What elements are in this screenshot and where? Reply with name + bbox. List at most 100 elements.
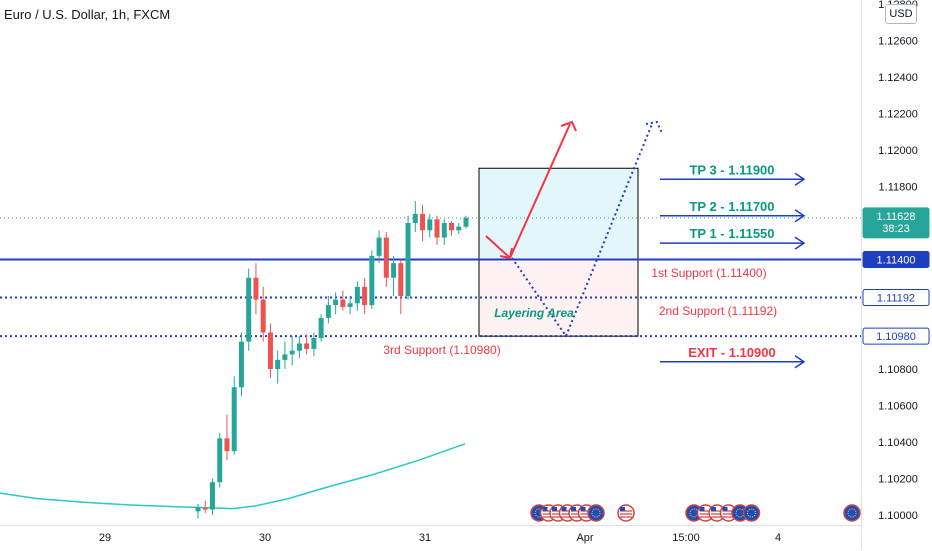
candle-body <box>391 263 397 278</box>
candle-body <box>282 354 288 360</box>
candle-body <box>224 438 230 452</box>
candle-body <box>238 341 244 388</box>
target-arrow-head <box>794 236 806 250</box>
candle-body <box>217 438 223 483</box>
candle-body <box>209 482 215 510</box>
price-tick-label: 1.12400 <box>878 72 918 84</box>
level-badge[interactable] <box>862 251 930 268</box>
price-tick-label: 1.11800 <box>879 182 918 194</box>
candle-body <box>434 219 440 238</box>
price-tick-label: 1.10200 <box>878 474 918 486</box>
time-tick-label: Apr <box>576 532 593 544</box>
candle-body <box>405 223 411 296</box>
eu-flag-icon[interactable] <box>843 504 861 522</box>
level-badge-text: 1.10980 <box>876 331 916 343</box>
us-flag-icon-canton <box>542 507 548 511</box>
eu-flag-icon-stars <box>591 508 601 518</box>
candle-body <box>325 305 331 318</box>
target-label: TP 3 - 1.11900 <box>689 162 774 177</box>
eu-flag-icon[interactable] <box>742 504 761 522</box>
price-tick-label: 1.10000 <box>878 510 918 522</box>
us-flag-icon-canton <box>699 507 705 511</box>
candle-body <box>347 303 353 307</box>
candle-body <box>412 213 418 223</box>
candle-body <box>383 237 389 278</box>
price-tick-label: 1.10600 <box>878 401 918 413</box>
candle-body <box>318 317 324 338</box>
moving-average-line <box>0 443 466 510</box>
time-tick-label: 15:00 <box>672 532 700 544</box>
symbol-title: Euro / U.S. Dollar, 1h, FXCM <box>4 7 171 22</box>
time-tick-label: 31 <box>419 532 431 544</box>
level-badge-text: 1.11400 <box>877 255 916 267</box>
us-flag-icon-canton <box>620 507 625 511</box>
price-axis[interactable] <box>861 0 932 550</box>
us-flag-icon-canton <box>722 507 728 511</box>
time-tick-label: 4 <box>775 532 781 544</box>
target-arrow-head <box>794 172 806 186</box>
candle-body <box>449 223 455 231</box>
level-badge[interactable] <box>862 288 930 306</box>
candle-body <box>354 286 360 304</box>
projection-arrow-head <box>499 247 513 260</box>
time-tick-label: 30 <box>259 532 271 544</box>
currency-button[interactable]: USD <box>885 4 917 24</box>
candle-body <box>289 350 295 355</box>
zone-box[interactable] <box>478 167 639 337</box>
price-tick-label: 1.12600 <box>878 36 918 48</box>
time-axis[interactable] <box>0 525 861 551</box>
candle-body <box>275 359 281 369</box>
price-tick-label: 1.10800 <box>878 364 918 376</box>
eu-flag-icon-stars <box>747 508 756 518</box>
zone-label: Layering Area <box>494 306 574 320</box>
candle-body <box>441 223 447 238</box>
level-badge[interactable] <box>862 327 930 345</box>
price-tick-label: 1.10400 <box>878 437 918 449</box>
candle-body <box>456 226 462 231</box>
candle-body <box>463 217 469 227</box>
target-label: TP 2 - 1.11700 <box>689 199 774 214</box>
us-flag-icon-canton <box>561 507 567 511</box>
projection-arrow-head <box>560 120 577 132</box>
candle-body <box>260 299 266 333</box>
support-label: 2nd Support (1.11192) <box>659 304 777 318</box>
candle-body <box>246 277 252 342</box>
us-flag-icon-canton <box>571 507 576 511</box>
zone-upper <box>479 168 638 260</box>
us-flag-icon-canton <box>711 507 716 511</box>
last-price-badge-text: 1.11628 <box>877 211 916 223</box>
eu-flag-icon[interactable] <box>587 504 605 522</box>
target-arrow-head <box>794 209 806 223</box>
candle-body <box>420 213 426 231</box>
last-price-badge[interactable] <box>862 207 930 239</box>
us-flag-icon-canton <box>580 507 586 511</box>
candle-body <box>362 286 368 306</box>
candle-body <box>195 507 201 512</box>
candle-body <box>311 337 317 349</box>
candle-body <box>202 507 208 510</box>
candle-body <box>333 299 339 306</box>
candle-body <box>296 343 302 351</box>
level-badge-text: 1.11192 <box>877 292 915 304</box>
candle-body <box>398 263 404 296</box>
scenario-path <box>511 123 653 339</box>
candle-body <box>376 237 382 256</box>
candle-body <box>304 343 310 349</box>
support-label: 1st Support (1.11400) <box>651 266 766 280</box>
support-label: 3rd Support (1.10980) <box>383 343 500 357</box>
us-flag-icon-canton <box>552 507 557 511</box>
time-tick-label: 29 <box>99 532 111 544</box>
candle-body <box>340 299 346 307</box>
eu-flag-icon-stars <box>847 508 857 518</box>
candle-body <box>427 219 433 231</box>
target-label: TP 1 - 1.11550 <box>689 226 774 241</box>
target-label: EXIT - 1.10900 <box>688 345 775 360</box>
candle-body <box>267 332 273 369</box>
last-price-badge-text: 38:23 <box>882 223 910 235</box>
candle-body <box>369 255 375 306</box>
scenario-path-head <box>645 120 663 134</box>
candle-body <box>231 387 237 452</box>
candle-body <box>253 277 259 300</box>
